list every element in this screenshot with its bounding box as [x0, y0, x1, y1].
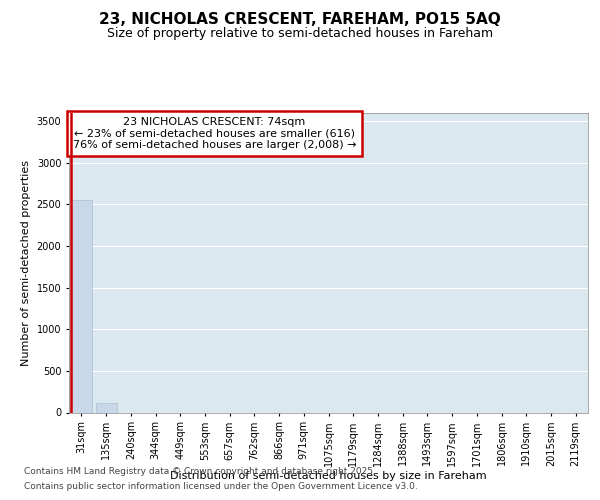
Y-axis label: Number of semi-detached properties: Number of semi-detached properties — [21, 160, 31, 366]
Text: 23, NICHOLAS CRESCENT, FAREHAM, PO15 5AQ: 23, NICHOLAS CRESCENT, FAREHAM, PO15 5AQ — [99, 12, 501, 28]
Text: 23 NICHOLAS CRESCENT: 74sqm
← 23% of semi-detached houses are smaller (616)
76% : 23 NICHOLAS CRESCENT: 74sqm ← 23% of sem… — [73, 117, 356, 150]
Text: Contains public sector information licensed under the Open Government Licence v3: Contains public sector information licen… — [24, 482, 418, 491]
Text: Size of property relative to semi-detached houses in Fareham: Size of property relative to semi-detach… — [107, 28, 493, 40]
Bar — [95, 402, 116, 412]
X-axis label: Distribution of semi-detached houses by size in Fareham: Distribution of semi-detached houses by … — [170, 471, 487, 481]
Text: Contains HM Land Registry data © Crown copyright and database right 2025.: Contains HM Land Registry data © Crown c… — [24, 467, 376, 476]
Bar — [71, 200, 92, 412]
